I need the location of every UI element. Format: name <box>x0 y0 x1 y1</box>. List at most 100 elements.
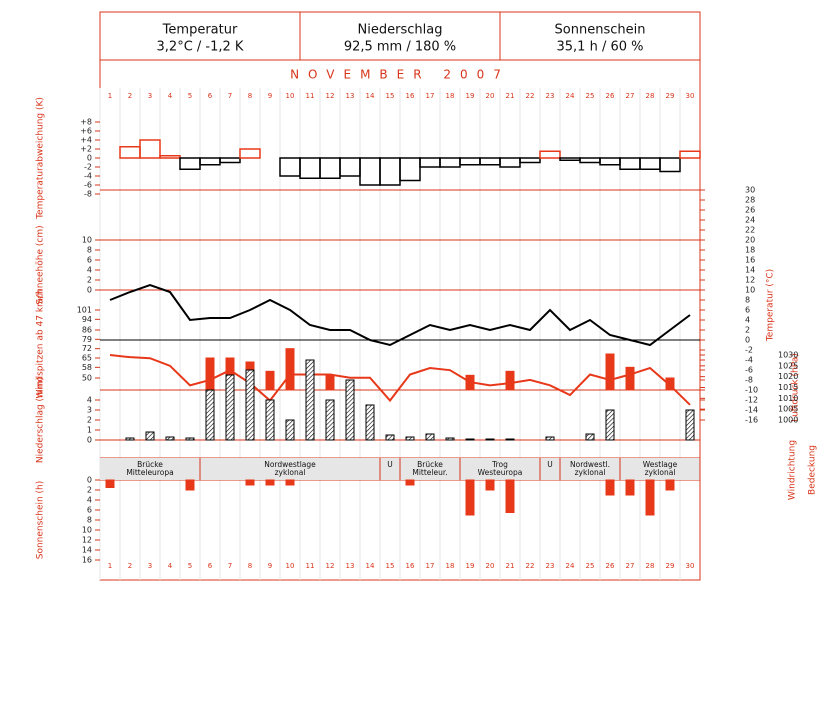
y-tick-label: 50 <box>82 374 92 383</box>
y-tick-label: 1030 <box>778 351 798 360</box>
y-tick-label: 1010 <box>778 394 798 403</box>
y-tick-label: -12 <box>745 396 758 405</box>
bar <box>665 479 675 491</box>
bar <box>379 157 401 186</box>
day-label: 4 <box>168 562 173 570</box>
bar <box>485 438 495 441</box>
bar <box>619 157 641 170</box>
bar <box>485 479 495 491</box>
axis-label: Temperaturabweichung (K) <box>36 97 46 220</box>
day-label: 5 <box>188 92 192 100</box>
bar <box>325 399 335 441</box>
bar <box>385 434 395 441</box>
y-tick-label: 6 <box>87 256 92 265</box>
y-tick-label: -6 <box>745 366 753 375</box>
y-tick-label: 16 <box>745 256 755 265</box>
y-tick-label: 8 <box>745 296 750 305</box>
wind-direction-label: Windrichtung <box>788 440 798 500</box>
y-tick-label: 0 <box>745 336 750 345</box>
bar <box>345 379 355 441</box>
bar <box>585 433 595 441</box>
bar <box>505 438 515 441</box>
day-label: 28 <box>646 92 655 100</box>
day-label: 19 <box>466 562 475 570</box>
y-tick-label: 16 <box>82 556 92 565</box>
bar <box>139 139 161 159</box>
day-label: 20 <box>486 562 495 570</box>
y-tick-label: 28 <box>745 196 755 205</box>
y-tick-label: 72 <box>82 344 92 353</box>
axis-label: Windspitzen ab 47 km/h <box>36 290 46 399</box>
day-label: 12 <box>326 92 335 100</box>
axis-label: Temperatur (°C) <box>766 269 776 342</box>
bar <box>165 436 175 441</box>
day-label: 17 <box>426 562 435 570</box>
weather-type: U <box>547 460 553 469</box>
weather-type: zyklonal <box>645 468 676 477</box>
y-tick-label: -6 <box>84 181 92 190</box>
day-label: 22 <box>526 92 535 100</box>
y-tick-label: 0 <box>87 436 92 445</box>
day-label: 18 <box>446 92 455 100</box>
day-label: 1 <box>108 562 112 570</box>
y-tick-label: 2 <box>87 486 92 495</box>
bar <box>225 374 235 441</box>
day-label: 23 <box>546 92 555 100</box>
bar <box>325 374 335 391</box>
day-label: 3 <box>148 92 152 100</box>
bar <box>265 370 275 391</box>
y-tick-label: -16 <box>745 416 758 425</box>
day-label: 30 <box>686 562 695 570</box>
day-label: 5 <box>188 562 192 570</box>
day-label: 10 <box>286 562 295 570</box>
y-tick-label: +8 <box>80 118 92 127</box>
day-label: 14 <box>366 92 375 100</box>
y-tick-label: -10 <box>745 386 758 395</box>
bar <box>205 389 215 441</box>
bar <box>105 479 115 488</box>
bar <box>425 433 435 441</box>
bar <box>185 479 195 491</box>
y-tick-label: 10 <box>82 526 92 535</box>
y-tick-label: 79 <box>82 335 92 344</box>
bar <box>145 431 155 441</box>
y-tick-label: 6 <box>87 506 92 515</box>
day-label: 7 <box>228 92 232 100</box>
bar <box>399 157 421 182</box>
day-label: 21 <box>506 562 515 570</box>
day-label: 12 <box>326 562 335 570</box>
weather-type: Brücke <box>417 460 443 469</box>
y-tick-label: 2 <box>745 326 750 335</box>
bar <box>159 155 181 159</box>
y-tick-label: -8 <box>84 190 92 199</box>
day-label: 26 <box>606 562 615 570</box>
bar <box>499 157 521 168</box>
day-label: 21 <box>506 92 515 100</box>
y-tick-label: 1005 <box>778 405 798 414</box>
bar <box>465 374 475 391</box>
bar <box>519 157 541 164</box>
day-label: 14 <box>366 562 375 570</box>
bar <box>245 479 255 486</box>
weather-type: Trog <box>491 460 508 469</box>
axis-label: Sonnenschein (h) <box>36 481 46 560</box>
day-label: 16 <box>406 562 415 570</box>
bar <box>659 157 681 173</box>
cloud-cover-label: Bedeckung <box>808 445 818 495</box>
y-tick-label: 94 <box>82 315 92 324</box>
bar <box>265 399 275 441</box>
day-label: 11 <box>306 92 315 100</box>
bar <box>479 157 501 166</box>
y-tick-label: 12 <box>745 276 755 285</box>
bar <box>205 357 215 391</box>
day-label: 13 <box>346 92 355 100</box>
y-tick-label: 3 <box>87 406 92 415</box>
header-title: Sonnenschein <box>555 23 646 38</box>
bar <box>299 157 321 179</box>
y-tick-label: 20 <box>745 236 755 245</box>
day-label: 9 <box>268 92 272 100</box>
day-label: 1 <box>108 92 112 100</box>
bar <box>199 157 221 166</box>
y-tick-label: 10 <box>82 236 92 245</box>
bar <box>559 157 581 161</box>
